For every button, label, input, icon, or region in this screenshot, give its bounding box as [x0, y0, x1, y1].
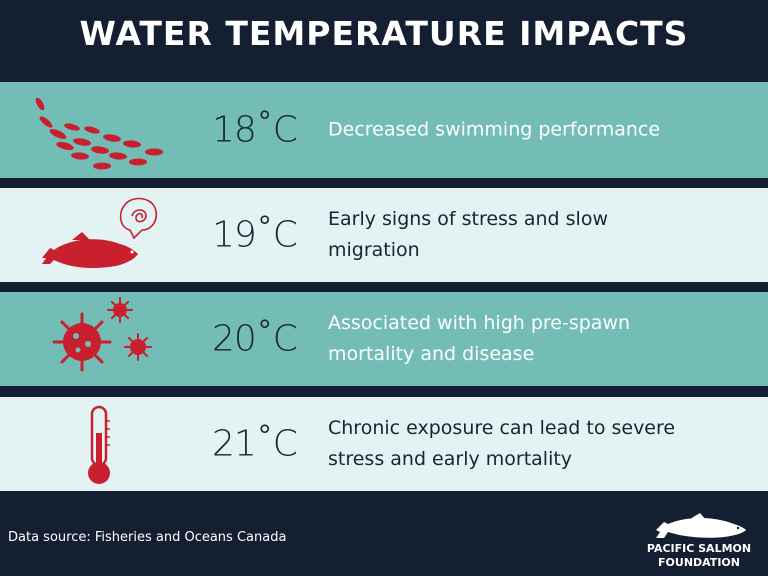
- impact-description: Decreased swimming performance: [328, 115, 758, 146]
- temperature-value: 19˚C: [212, 214, 298, 256]
- page-title: WATER TEMPERATURE IMPACTS: [79, 14, 689, 53]
- logo-line-2: FOUNDATION: [658, 556, 740, 569]
- row-20c: 20˚C Associated with high pre-spawn mort…: [0, 292, 768, 386]
- temperature-value: 21˚C: [212, 423, 298, 465]
- thermometer-icon: [20, 397, 190, 491]
- description-line: mortality and disease: [328, 343, 535, 365]
- row-19c: 19˚C Early signs of stress and slow migr…: [0, 188, 768, 282]
- temperature-value: 20˚C: [212, 318, 298, 360]
- description-line: migration: [328, 239, 420, 261]
- description-line: Associated with high pre-spawn: [328, 312, 631, 334]
- description-line: Early signs of stress and slow: [328, 208, 608, 230]
- stressed-salmon-icon: [20, 188, 190, 282]
- fish-school-icon: [20, 82, 190, 178]
- temperature-value: 18˚C: [212, 109, 298, 151]
- impact-description: Chronic exposure can lead to severe stre…: [328, 413, 758, 475]
- logo-line-1: PACIFIC SALMON: [646, 542, 752, 555]
- row-21c: 21˚C Chronic exposure can lead to severe…: [0, 397, 768, 491]
- salmon-logo-icon: [656, 513, 746, 538]
- impact-description: Associated with high pre-spawn mortality…: [328, 308, 758, 370]
- virus-icon: [20, 292, 190, 386]
- description-line: Chronic exposure can lead to severe: [328, 417, 676, 439]
- data-source: Data source: Fisheries and Oceans Canada: [8, 530, 287, 545]
- description-line: stress and early mortality: [328, 448, 573, 470]
- pacific-salmon-foundation-logo: PACIFIC SALMON FOUNDATION: [634, 510, 764, 572]
- impact-description: Early signs of stress and slow migration: [328, 204, 758, 266]
- row-18c: 18˚C Decreased swimming performance: [0, 82, 768, 178]
- description-line: Decreased swimming performance: [328, 118, 661, 141]
